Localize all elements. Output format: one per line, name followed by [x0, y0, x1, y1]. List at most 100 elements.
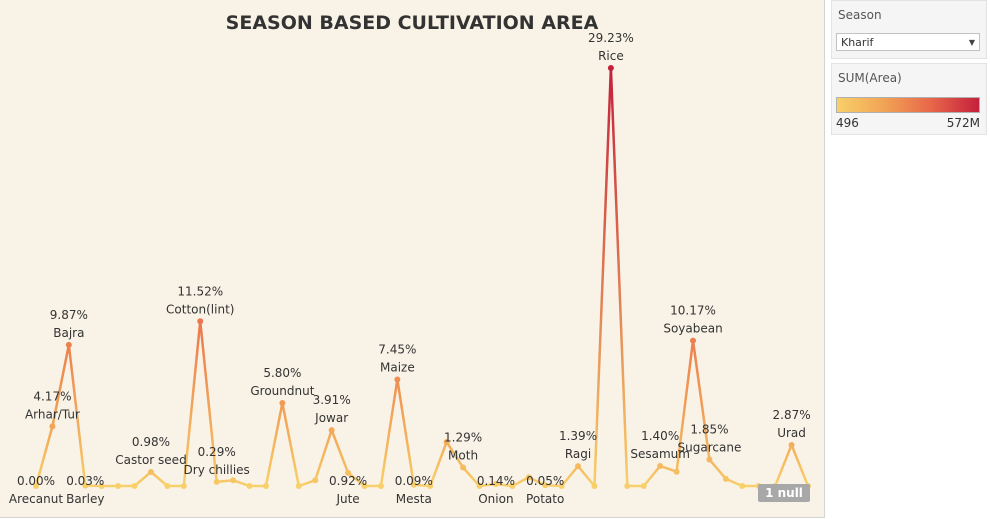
data-point[interactable]: [607, 65, 614, 71]
filter-title: Season: [838, 8, 882, 22]
line-segment: [773, 443, 793, 488]
line-segment: [313, 428, 333, 482]
data-point[interactable]: [739, 483, 746, 489]
data-label-crop: Jowar: [314, 411, 348, 425]
data-label-percent: 1.85%: [690, 423, 728, 437]
line-segment: [281, 401, 301, 488]
line-segment: [379, 378, 399, 488]
data-label-percent: 29.23%: [588, 31, 634, 45]
data-point[interactable]: [164, 483, 171, 489]
data-point[interactable]: [394, 376, 401, 383]
line-segment: [182, 320, 202, 488]
data-point[interactable]: [147, 468, 154, 475]
data-point[interactable]: [279, 400, 286, 407]
data-point[interactable]: [65, 341, 72, 348]
data-label-percent: 4.17%: [33, 389, 71, 403]
data-label-percent: 0.92%: [329, 474, 367, 488]
data-label-crop: Arhar/Tur: [25, 407, 80, 421]
data-point[interactable]: [82, 482, 89, 489]
data-point[interactable]: [115, 483, 122, 489]
line-segment: [428, 440, 448, 488]
data-label-crop: Dry chillies: [184, 463, 250, 477]
data-label-crop: Cotton(lint): [166, 302, 234, 316]
line-segment: [133, 470, 153, 488]
data-label-crop: Sesamum: [630, 447, 690, 461]
data-label-percent: 0.03%: [66, 474, 104, 488]
data-point[interactable]: [558, 483, 565, 489]
data-point[interactable]: [690, 337, 697, 344]
data-point[interactable]: [295, 483, 302, 489]
data-label-percent: 1.29%: [444, 431, 482, 445]
data-label-percent: 1.39%: [559, 429, 597, 443]
data-label-percent: 1.40%: [641, 429, 679, 443]
line-segment: [199, 320, 218, 484]
data-point[interactable]: [377, 483, 384, 489]
data-point[interactable]: [624, 483, 631, 489]
data-point[interactable]: [525, 474, 532, 481]
line-segment: [445, 440, 465, 469]
data-label-percent: 0.05%: [526, 474, 564, 488]
data-point[interactable]: [345, 469, 352, 476]
legend-max-value: 572M: [946, 116, 980, 130]
data-point[interactable]: [657, 462, 664, 469]
data-point[interactable]: [591, 483, 598, 489]
data-label-crop: Groundnut: [250, 384, 314, 398]
line-segment: [790, 443, 810, 488]
data-point[interactable]: [706, 456, 713, 463]
line-segment: [396, 378, 416, 486]
chart-panel: SEASON BASED CULTIVATION AREA 0.00% Areca…: [0, 0, 825, 518]
data-point[interactable]: [230, 477, 237, 484]
data-label-crop: Barley: [66, 492, 104, 506]
data-label-percent: 0.14%: [477, 474, 515, 488]
data-label-crop: Arecanut: [9, 492, 63, 506]
color-legend-card: SUM(Area) 496 572M: [831, 63, 987, 135]
data-label-crop: Sugarcane: [678, 441, 742, 455]
data-point[interactable]: [262, 483, 269, 489]
data-point[interactable]: [197, 318, 204, 325]
data-point[interactable]: [131, 483, 138, 489]
data-point[interactable]: [410, 481, 417, 488]
data-point[interactable]: [722, 475, 729, 482]
data-point[interactable]: [361, 483, 368, 489]
data-point[interactable]: [492, 480, 499, 487]
line-segment: [51, 343, 71, 428]
data-point[interactable]: [213, 478, 220, 485]
chevron-down-icon[interactable]: ▼: [968, 38, 975, 47]
data-point[interactable]: [427, 483, 434, 489]
data-label-percent: 2.87%: [773, 408, 811, 422]
data-point[interactable]: [542, 482, 549, 489]
data-point[interactable]: [33, 483, 39, 489]
data-label-crop: Onion: [478, 492, 513, 506]
season-selected-value: Kharif: [841, 36, 874, 49]
data-point[interactable]: [509, 483, 516, 489]
season-select[interactable]: Kharif ▼: [836, 33, 980, 51]
line-segment: [609, 66, 629, 488]
season-filter-card: Season Kharif ▼: [831, 0, 987, 59]
data-point[interactable]: [575, 463, 582, 470]
data-point[interactable]: [312, 477, 319, 484]
data-point[interactable]: [788, 441, 795, 448]
null-indicator-badge[interactable]: 1 null: [758, 484, 810, 502]
data-point[interactable]: [328, 427, 335, 434]
data-point[interactable]: [476, 483, 483, 489]
data-point[interactable]: [246, 483, 253, 489]
data-point[interactable]: [640, 483, 647, 489]
data-point[interactable]: [49, 423, 56, 430]
data-label-percent: 0.98%: [132, 435, 170, 449]
line-segment: [642, 464, 662, 488]
line-segment: [593, 66, 613, 488]
data-label-percent: 9.87%: [50, 308, 88, 322]
data-point[interactable]: [180, 483, 187, 489]
data-point[interactable]: [98, 483, 105, 489]
chart-title: SEASON BASED CULTIVATION AREA: [225, 12, 599, 34]
data-label-crop: Soyabean: [663, 322, 722, 336]
data-label-percent: 10.17%: [670, 304, 716, 318]
line-segment: [576, 464, 596, 488]
data-label-percent: 11.52%: [177, 284, 223, 298]
data-label-crop: Moth: [448, 449, 478, 463]
data-point[interactable]: [673, 468, 680, 475]
data-point[interactable]: [460, 464, 467, 471]
line-segment: [149, 470, 169, 488]
data-label-crop: Mesta: [396, 492, 432, 506]
data-point[interactable]: [443, 438, 450, 445]
